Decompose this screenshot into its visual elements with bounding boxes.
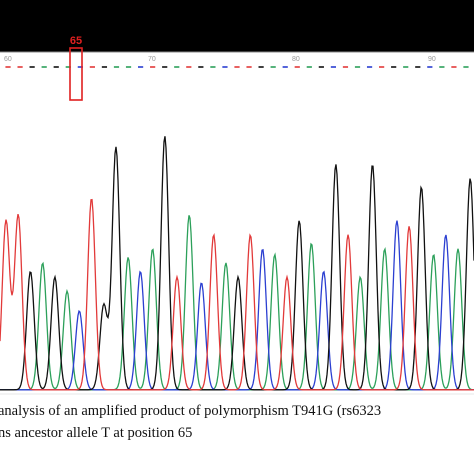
figure-caption-line-1: analysis of an amplified product of poly… xyxy=(0,403,382,419)
position-tick-label: 70 xyxy=(148,56,156,63)
position-tick-label: 90 xyxy=(428,56,436,63)
trace-t-channel xyxy=(0,198,474,391)
trace-c-channel xyxy=(0,220,474,391)
highlight-position-label: 65 xyxy=(70,35,82,47)
position-ticks: 60 70 80 90 xyxy=(4,56,436,63)
position-tick-label: 60 xyxy=(4,56,12,63)
trace-area xyxy=(0,136,474,391)
figure-caption-line-2: ns ancestor allele T at position 65 xyxy=(0,425,193,441)
top-black-band xyxy=(0,0,474,52)
trace-a-channel xyxy=(0,215,474,391)
highlight-box xyxy=(69,47,83,101)
position-tick-label: 80 xyxy=(292,56,300,63)
